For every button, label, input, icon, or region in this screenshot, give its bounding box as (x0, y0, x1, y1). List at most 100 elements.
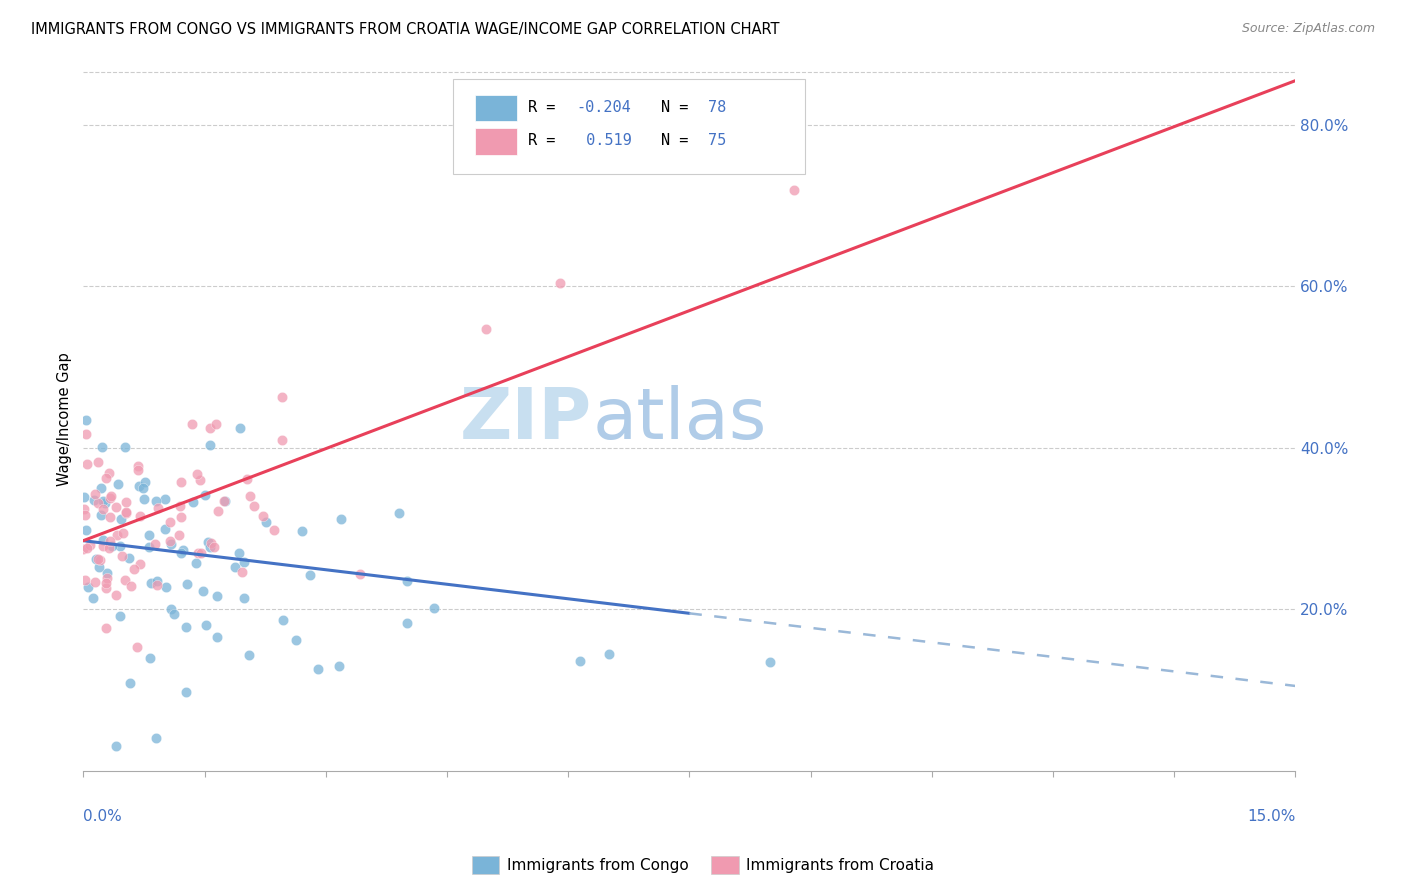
Point (72, 541, 94, 556)
Point (328, 659, 350, 673)
Point (228, 546, 250, 560)
Text: 75: 75 (707, 133, 725, 148)
Point (127, 463, 149, 477)
Point (239, 489, 262, 503)
Point (163, 607, 186, 621)
Point (108, 539, 131, 553)
FancyBboxPatch shape (475, 95, 517, 121)
Point (174, 620, 197, 634)
Point (108, 608, 131, 623)
Point (231, 565, 253, 579)
Point (228, 421, 250, 435)
Point (146, 500, 169, 515)
Point (174, 685, 197, 699)
Point (76, 541, 98, 555)
Point (107, 477, 129, 491)
Point (97, 541, 120, 556)
Point (91, 440, 114, 454)
Text: R =: R = (529, 100, 565, 115)
Point (159, 515, 181, 529)
Point (568, 654, 591, 668)
Point (169, 499, 191, 513)
Point (138, 528, 160, 542)
Text: 0.0%: 0.0% (83, 809, 122, 824)
Point (207, 503, 229, 517)
Point (139, 575, 162, 590)
Point (125, 640, 148, 655)
Point (114, 440, 136, 454)
Point (94, 582, 117, 596)
Point (204, 541, 226, 555)
Point (783, 183, 806, 197)
Point (114, 505, 136, 519)
Point (190, 546, 212, 560)
Point (83, 487, 105, 501)
Point (120, 579, 142, 593)
Text: -0.204: -0.204 (576, 100, 631, 115)
Point (197, 535, 219, 549)
Point (104, 739, 127, 754)
Point (138, 650, 160, 665)
Point (170, 510, 193, 524)
Point (82, 591, 104, 606)
Point (94, 496, 117, 510)
Point (93, 493, 115, 508)
Point (187, 546, 209, 560)
Point (759, 655, 782, 669)
Point (112, 526, 135, 541)
Text: IMMIGRANTS FROM CONGO VS IMMIGRANTS FROM CROATIA WAGE/INCOME GAP CORRELATION CHA: IMMIGRANTS FROM CONGO VS IMMIGRANTS FROM… (31, 22, 779, 37)
Point (94, 470, 117, 484)
Point (423, 601, 446, 615)
Point (114, 573, 136, 587)
Point (77, 580, 100, 594)
Point (233, 591, 256, 605)
Text: Source: ZipAtlas.com: Source: ZipAtlas.com (1241, 22, 1375, 36)
Point (329, 512, 352, 526)
Point (90, 508, 112, 523)
Point (104, 587, 127, 601)
Point (128, 479, 150, 493)
Point (90, 481, 112, 495)
Point (396, 616, 419, 631)
Point (98, 533, 121, 548)
Point (475, 322, 498, 336)
Point (83, 493, 105, 508)
Point (207, 589, 229, 603)
Text: N =: N = (661, 100, 697, 115)
Point (100, 489, 122, 503)
Point (263, 523, 285, 537)
Point (204, 417, 226, 431)
Point (96, 566, 118, 580)
Point (145, 731, 167, 746)
Point (160, 602, 183, 616)
Point (118, 550, 141, 565)
Point (98, 491, 121, 505)
Point (87, 560, 110, 574)
Point (167, 528, 190, 542)
Point (198, 420, 221, 434)
FancyBboxPatch shape (453, 79, 804, 174)
Point (128, 557, 150, 571)
Point (73, 490, 96, 504)
Point (115, 495, 138, 509)
Point (205, 631, 228, 645)
Point (153, 491, 176, 506)
Point (91, 501, 114, 516)
Point (127, 459, 149, 474)
Point (214, 494, 236, 508)
Point (75, 412, 97, 426)
Point (97, 466, 120, 480)
Point (86, 496, 108, 510)
Point (101, 540, 124, 554)
Point (396, 574, 419, 588)
Point (75, 523, 97, 537)
Point (349, 567, 371, 582)
Point (252, 508, 274, 523)
Point (235, 472, 257, 486)
Point (194, 618, 217, 632)
Legend: Immigrants from Congo, Immigrants from Croatia: Immigrants from Congo, Immigrants from C… (465, 850, 941, 880)
Point (243, 499, 266, 513)
Point (75, 508, 97, 523)
FancyBboxPatch shape (475, 128, 517, 155)
Point (73, 573, 96, 587)
